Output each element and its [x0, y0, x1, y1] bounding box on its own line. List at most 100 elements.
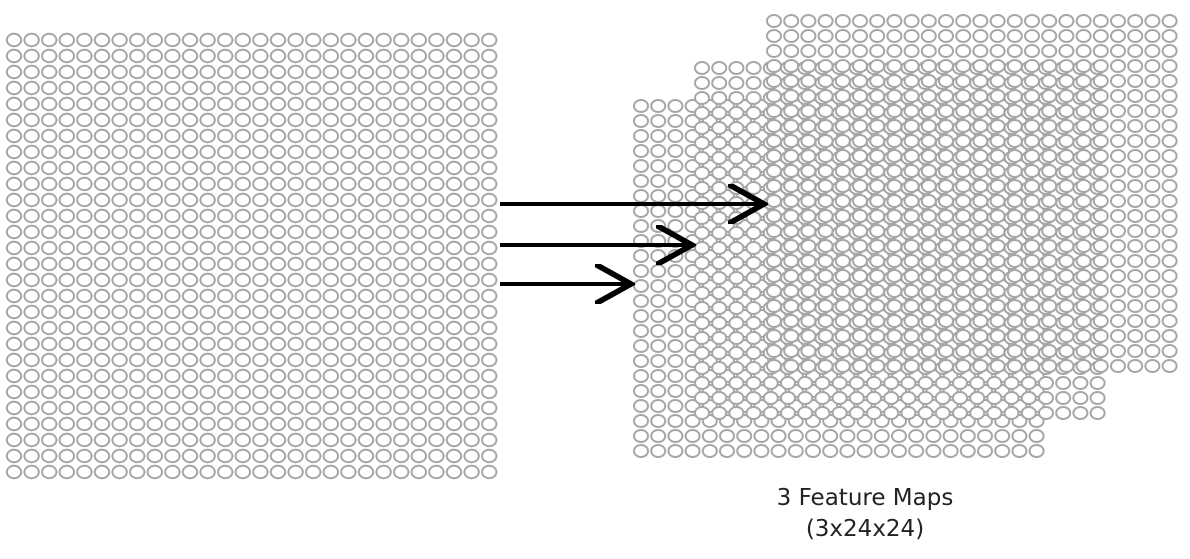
feature-map-3-neuron	[684, 429, 701, 443]
feature-map-1-neuron	[903, 14, 920, 28]
input-neuron	[111, 384, 128, 400]
feature-map-1-neuron	[989, 269, 1006, 283]
feature-map-2-neuron	[711, 226, 728, 240]
feature-map-1-neuron	[1041, 254, 1058, 268]
input-neuron	[199, 160, 216, 176]
feature-map-1-neuron	[1092, 29, 1109, 43]
input-neuron	[340, 112, 357, 128]
input-neuron	[217, 192, 234, 208]
input-neuron	[269, 400, 287, 416]
input-neuron	[322, 416, 339, 432]
feature-map-1-neuron	[903, 329, 920, 343]
input-neuron	[463, 448, 480, 464]
feature-map-3-neuron	[633, 279, 649, 293]
feature-map-3-neuron	[770, 429, 787, 443]
feature-map-1-neuron	[1092, 224, 1109, 238]
input-neuron	[428, 400, 445, 416]
feature-map-1-neuron	[1161, 179, 1178, 193]
feature-map-1-neuron	[869, 14, 886, 28]
feature-map-1-neuron	[1110, 164, 1126, 178]
input-neuron	[164, 400, 181, 416]
input-neuron	[393, 192, 410, 208]
feature-map-3-neuron	[667, 129, 684, 143]
input-neuron	[410, 48, 427, 64]
input-neuron	[111, 160, 128, 176]
feature-map-1-neuron	[1058, 14, 1075, 28]
input-neuron	[234, 320, 252, 336]
input-neuron	[76, 288, 93, 304]
feature-map-2-neuron	[1020, 406, 1037, 420]
feature-map-3-neuron	[891, 444, 907, 458]
feature-map-1-neuron	[766, 59, 782, 73]
feature-map-2-neuron	[831, 376, 848, 390]
input-neuron	[393, 416, 410, 432]
feature-map-3-neuron	[650, 219, 667, 233]
feature-map-1-neuron	[1144, 74, 1161, 88]
feature-map-1-neuron	[1161, 239, 1178, 253]
feature-map-1-neuron	[783, 14, 800, 28]
feature-map-3-neuron	[650, 399, 667, 413]
input-neuron	[375, 416, 392, 432]
input-neuron	[111, 320, 128, 336]
feature-map-1-neuron	[920, 299, 937, 313]
feature-map-1-neuron	[1006, 74, 1023, 88]
input-neuron	[340, 464, 357, 480]
input-neuron	[217, 336, 234, 352]
feature-map-3-neuron	[633, 144, 649, 158]
feature-map-1-neuron	[955, 269, 972, 283]
input-neuron	[269, 272, 287, 288]
input-neuron	[357, 160, 375, 176]
input-neuron	[164, 160, 181, 176]
input-neuron	[305, 112, 322, 128]
input-neuron	[393, 288, 410, 304]
input-neuron	[340, 160, 357, 176]
feature-map-3-neuron	[650, 114, 667, 128]
input-neuron	[410, 112, 427, 128]
input-neuron	[340, 32, 357, 48]
input-neuron	[164, 304, 181, 320]
feature-map-1-neuron	[817, 329, 834, 343]
feature-map-1-neuron	[1110, 149, 1126, 163]
feature-map-2-neuron	[711, 91, 728, 105]
feature-map-1-neuron	[800, 59, 817, 73]
input-neuron	[93, 416, 111, 432]
input-neuron	[76, 368, 93, 384]
feature-map-1-neuron	[817, 209, 834, 223]
feature-map-1-neuron	[1006, 299, 1023, 313]
input-neuron	[410, 304, 427, 320]
input-neuron	[234, 416, 252, 432]
feature-map-1-neuron	[1006, 344, 1023, 358]
feature-map-1-neuron	[938, 149, 954, 163]
feature-map-3-neuron	[684, 414, 701, 428]
feature-map-1-neuron	[920, 359, 937, 373]
feature-map-1-neuron	[989, 14, 1006, 28]
feature-map-2-neuron	[1038, 391, 1054, 405]
feature-map-2-neuron	[711, 361, 728, 375]
input-neuron	[445, 384, 463, 400]
input-neuron	[76, 176, 93, 192]
feature-map-1-neuron	[1075, 344, 1092, 358]
input-neuron	[146, 464, 164, 480]
input-neuron	[375, 32, 392, 48]
input-neuron	[129, 64, 146, 80]
input-neuron	[252, 368, 269, 384]
input-neuron	[375, 336, 392, 352]
feature-map-1-neuron	[1161, 344, 1178, 358]
feature-map-1-neuron	[989, 254, 1006, 268]
input-neuron	[463, 32, 480, 48]
input-neuron	[481, 272, 498, 288]
feature-map-1-neuron	[1161, 89, 1178, 103]
feature-map-1-neuron	[800, 164, 817, 178]
input-neuron	[481, 208, 498, 224]
input-neuron	[322, 80, 339, 96]
input-neuron	[357, 464, 375, 480]
input-neuron	[393, 32, 410, 48]
feature-map-1-neuron	[1092, 299, 1109, 313]
input-neuron	[23, 160, 40, 176]
input-neuron	[269, 288, 287, 304]
input-neuron	[23, 224, 40, 240]
input-neuron	[305, 304, 322, 320]
input-neuron	[340, 448, 357, 464]
feature-map-3-neuron	[633, 429, 649, 443]
feature-map-2-neuron	[694, 211, 710, 225]
